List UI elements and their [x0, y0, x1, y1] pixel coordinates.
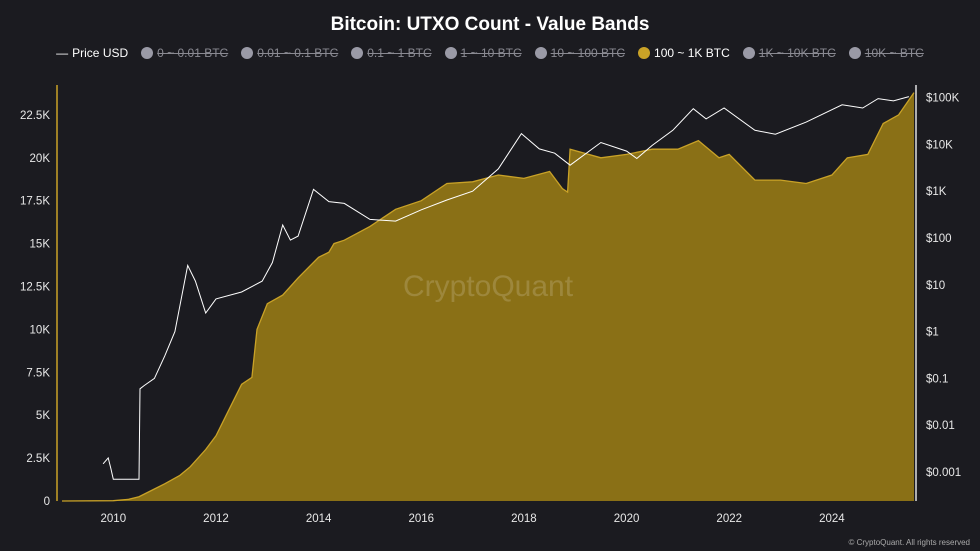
- dot-marker-icon: [742, 47, 755, 59]
- y-right-tick-label: $10: [926, 280, 945, 292]
- y-right-tick-label: $1: [926, 327, 939, 339]
- legend-item[interactable]: 10 ~ 100 BTC: [534, 46, 626, 60]
- legend-label: 100 ~ 1K BTC: [654, 46, 730, 60]
- legend-item[interactable]: 10K ~ BTC: [848, 46, 924, 60]
- watermark: CryptoQuant: [403, 270, 574, 303]
- y-left-tick-label: 17.5K: [20, 196, 50, 208]
- dot-marker-icon: [848, 47, 861, 59]
- y-right-tick-label: $100K: [926, 93, 960, 105]
- x-tick-label: 2014: [306, 513, 332, 525]
- legend-label: 1K ~ 10K BTC: [758, 46, 836, 60]
- legend-item[interactable]: — Price USD: [56, 46, 128, 60]
- dot-marker-icon: [141, 47, 154, 59]
- legend: — Price USD 0 ~ 0.01 BTC 0.01 ~ 0.1 BTC 0.1 …: [0, 46, 980, 60]
- dot-marker-icon: [351, 47, 364, 59]
- legend-label: 10K ~ BTC: [864, 46, 924, 60]
- y-right-tick-label: $100: [926, 233, 952, 245]
- utxo-area-fill: [62, 92, 914, 501]
- dot-marker-icon: [638, 47, 651, 59]
- line-marker-icon: —: [56, 46, 69, 60]
- y-left-tick-label: 10K: [30, 324, 51, 336]
- y-left-tick-label: 15K: [30, 239, 51, 251]
- legend-label: 0.1 ~ 1 BTC: [367, 46, 432, 60]
- x-tick-label: 2022: [716, 513, 742, 525]
- y-right-tick-label: $1K: [926, 186, 947, 198]
- y-right-tick-label: $0.1: [926, 373, 948, 385]
- legend-item[interactable]: 1 ~ 10 BTC: [444, 46, 522, 60]
- x-tick-label: 2018: [511, 513, 537, 525]
- dot-marker-icon: [534, 47, 547, 59]
- legend-label: 0 ~ 0.01 BTC: [157, 46, 229, 60]
- x-tick-label: 2016: [408, 513, 434, 525]
- legend-label: 10 ~ 100 BTC: [550, 46, 626, 60]
- legend-label: 0.01 ~ 0.1 BTC: [257, 46, 339, 60]
- x-tick-label: 2020: [614, 513, 640, 525]
- y-left-tick-label: 5K: [36, 410, 50, 422]
- utxo-area-line: [61, 92, 915, 502]
- y-right-tick-label: $0.01: [926, 420, 955, 432]
- x-tick-label: 2024: [819, 513, 845, 525]
- x-tick-label: 2012: [203, 513, 229, 525]
- legend-item[interactable]: 0 ~ 0.01 BTC: [141, 46, 228, 60]
- y-left-tick-label: 7.5K: [26, 367, 50, 379]
- legend-label: Price USD: [72, 46, 129, 60]
- legend-item[interactable]: 100 ~ 1K BTC: [638, 46, 730, 60]
- y-left-tick-label: 0: [44, 496, 50, 508]
- legend-item[interactable]: 0.1 ~ 1 BTC: [351, 46, 432, 60]
- legend-item[interactable]: 0.01 ~ 0.1 BTC: [241, 46, 338, 60]
- y-left-tick-label: 20K: [30, 153, 51, 165]
- y-left-tick-label: 12.5K: [20, 282, 50, 294]
- y-left-tick-label: 22.5K: [20, 110, 50, 122]
- price-usd-line: [102, 96, 910, 480]
- chart-title: Bitcoin: UTXO Count - Value Bands: [330, 14, 650, 35]
- x-tick-label: 2010: [101, 513, 127, 525]
- legend-label: 1 ~ 10 BTC: [460, 46, 522, 60]
- y-right-tick-label: $0.001: [926, 467, 961, 479]
- dot-marker-icon: [241, 47, 254, 59]
- y-right-tick-label: $10K: [926, 139, 953, 151]
- copyright: © CryptoQuant. All rights reserved: [848, 538, 971, 547]
- dot-marker-icon: [444, 47, 457, 59]
- y-left-tick-label: 2.5K: [26, 453, 50, 465]
- legend-item[interactable]: 1K ~ 10K BTC: [742, 46, 836, 60]
